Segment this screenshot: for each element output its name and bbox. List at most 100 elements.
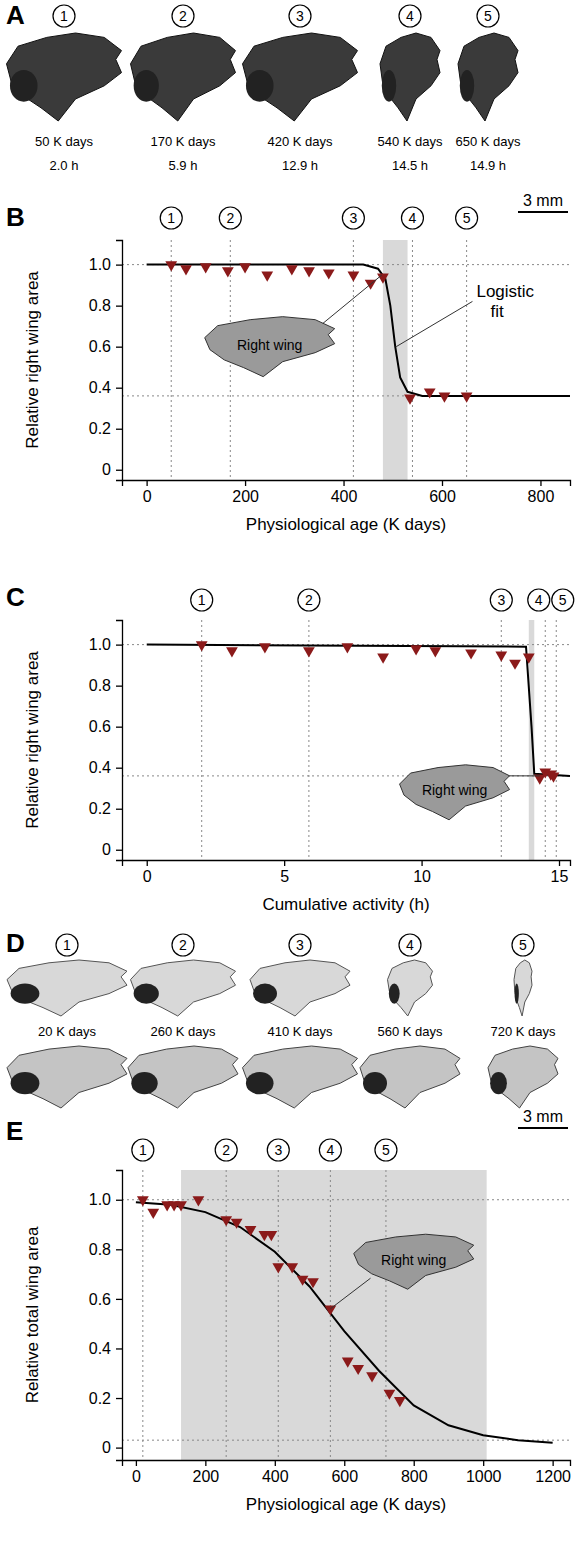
data-point xyxy=(324,1305,336,1315)
marker-labels: 12345 xyxy=(132,1139,397,1161)
y-axis: 00.20.40.60.81.0 xyxy=(89,621,123,861)
data-point xyxy=(377,274,389,284)
wing-image xyxy=(7,960,127,1016)
data-point xyxy=(461,392,473,402)
marker-line xyxy=(412,240,413,480)
data-point xyxy=(384,1390,396,1400)
marker-number: 3 xyxy=(274,1142,282,1158)
axis-line xyxy=(123,861,571,867)
image-age: 170 K days xyxy=(150,134,216,149)
marker-number: 3 xyxy=(497,592,505,608)
inset-label: Right wing xyxy=(422,782,487,798)
wing-base xyxy=(131,1072,157,1094)
inset-label: Right wing xyxy=(381,1252,446,1268)
tick-mark xyxy=(136,1460,137,1466)
tick-label: 600 xyxy=(331,1468,358,1485)
tick: 0.8 xyxy=(89,297,122,314)
data-point xyxy=(439,392,451,402)
tick-label: 0 xyxy=(102,841,111,858)
tick-label: 1000 xyxy=(466,1468,502,1485)
wing-base xyxy=(389,984,400,1004)
axis-line xyxy=(116,621,123,861)
tick-mark xyxy=(116,470,122,471)
image-age: 260 K days xyxy=(150,1024,216,1039)
tick-label: 1200 xyxy=(535,1468,571,1485)
tick-label: 0 xyxy=(102,1439,111,1456)
tick-label: 1.0 xyxy=(89,636,111,653)
panel-label: E xyxy=(6,1116,23,1146)
marker-circle xyxy=(477,5,499,27)
data-point xyxy=(303,267,315,277)
tick-label: 0.6 xyxy=(89,1291,111,1308)
tick: 0 xyxy=(143,860,152,885)
wing-base xyxy=(11,1072,40,1094)
wing-base xyxy=(134,70,159,102)
marker-number: 4 xyxy=(535,592,543,608)
marker-circle xyxy=(552,589,574,611)
marker-number: 3 xyxy=(349,210,357,226)
marker-circle xyxy=(53,5,75,27)
tick-mark xyxy=(284,860,285,866)
x-axis: 0200400600800 xyxy=(123,480,571,505)
tick-label: 200 xyxy=(232,488,259,505)
axis-line xyxy=(123,1461,571,1467)
marker-line xyxy=(171,240,172,480)
wing-image xyxy=(243,33,358,121)
y-axis-title: Relative total wing area xyxy=(23,1226,42,1403)
data-point xyxy=(307,1278,319,1288)
tick-mark xyxy=(116,1200,122,1201)
tick-mark xyxy=(275,1460,276,1466)
tick-label: 10 xyxy=(413,868,431,885)
marker-circle xyxy=(289,934,311,956)
marker-circle xyxy=(215,1139,237,1161)
tick-mark xyxy=(116,305,122,306)
plot-data xyxy=(147,641,570,785)
marker-label: 4 xyxy=(399,934,421,956)
data-point xyxy=(245,1226,257,1236)
tick-label: 400 xyxy=(331,488,358,505)
y-axis-title: Relative right wing area xyxy=(23,651,42,829)
tick: 0.6 xyxy=(89,1291,122,1308)
tick: 0 xyxy=(132,1460,141,1485)
marker-circle xyxy=(132,1139,154,1161)
marker-number: 5 xyxy=(382,1142,390,1158)
tick-mark xyxy=(147,860,148,866)
tick: 0.2 xyxy=(89,1390,122,1407)
marker-number: 1 xyxy=(167,210,175,226)
marker-line xyxy=(201,620,202,860)
scale-bar-line xyxy=(518,211,568,213)
image-age: 20 K days xyxy=(38,1024,96,1039)
chart: 12345020040060080000.20.40.60.81.0Physio… xyxy=(23,192,571,534)
tick-label: 0.4 xyxy=(89,1340,111,1357)
marker-circle xyxy=(512,934,534,956)
marker-label: 1 xyxy=(191,589,213,611)
data-point xyxy=(226,647,238,657)
reference-line xyxy=(122,1199,570,1200)
data-point xyxy=(286,1263,298,1273)
data-point xyxy=(297,1276,309,1286)
marker-circle xyxy=(456,207,478,229)
marker-label: 3 xyxy=(289,934,311,956)
tick-mark xyxy=(116,768,122,769)
marker-number: 3 xyxy=(296,937,304,953)
x-axis: 051015 xyxy=(123,860,571,885)
tick-label: 0.2 xyxy=(89,800,111,817)
marker-label: 1 xyxy=(56,934,78,956)
marker-number: 4 xyxy=(326,1142,334,1158)
marker-number: 4 xyxy=(406,8,414,24)
marker-circle xyxy=(191,589,213,611)
wing-base xyxy=(253,984,277,1004)
marker-label: 2 xyxy=(215,1139,237,1161)
wing-image xyxy=(388,960,433,1016)
marker-number: 1 xyxy=(198,592,206,608)
tick-label: 0.2 xyxy=(89,1390,111,1407)
tick-label: 0.4 xyxy=(89,379,111,396)
marker-circle xyxy=(56,934,78,956)
wing-base xyxy=(363,1072,387,1094)
tick-mark xyxy=(116,1447,122,1448)
tick: 400 xyxy=(262,1460,289,1485)
reference-lines xyxy=(122,620,570,860)
wing-image xyxy=(514,960,532,1016)
tick-mark xyxy=(116,347,122,348)
tick-label: 0 xyxy=(143,488,152,505)
